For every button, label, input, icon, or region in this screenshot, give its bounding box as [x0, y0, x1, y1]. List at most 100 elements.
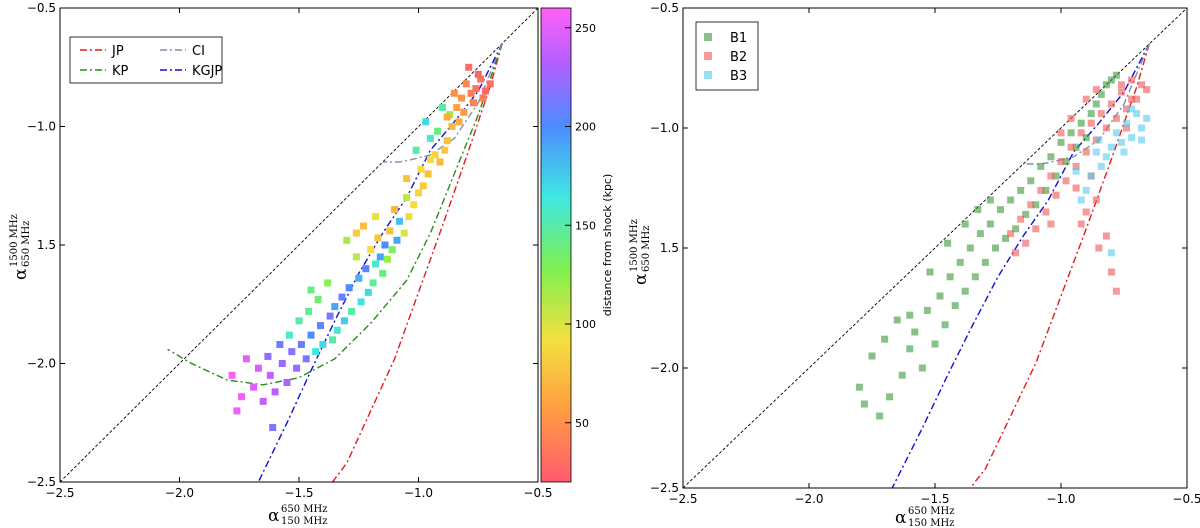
data-point [391, 206, 399, 213]
data-point [283, 379, 291, 386]
point-b1 [1077, 119, 1085, 127]
point-b3 [1077, 196, 1085, 204]
data-point [486, 80, 494, 88]
data-point [271, 388, 279, 396]
left-y-axis-label: α 1500 MHz 650 MHz [9, 214, 32, 280]
point-b1 [868, 352, 876, 360]
x-tick-label: −0.5 [1172, 492, 1200, 506]
data-point [412, 146, 420, 154]
point-b1 [941, 321, 949, 329]
point-b1 [1092, 100, 1100, 108]
right-y-label-base: α [631, 273, 651, 285]
x-tick-label: −2.0 [794, 492, 823, 506]
point-b1 [1027, 177, 1035, 185]
data-point [352, 229, 360, 237]
right-x-axis-label: α 650 MHz 150 MHz [895, 506, 955, 528]
data-point [481, 87, 489, 95]
legend-jp-label: JP [111, 44, 124, 59]
point-b1 [986, 220, 994, 228]
point-b2 [1027, 201, 1035, 209]
point-b1 [881, 335, 889, 343]
point-b1 [860, 400, 868, 408]
y-tick-label: −2.5 [27, 475, 56, 489]
data-point [312, 348, 320, 356]
left-axis-ticks: −2.5 −2.0 −1.5 −1.0 −0.5 −2.5 −2.0 1.5 −1.0 −0.5 [27, 1, 553, 500]
point-b2 [1107, 100, 1115, 108]
point-b3 [1092, 148, 1100, 156]
data-point [307, 331, 315, 339]
data-point [474, 70, 482, 78]
data-point [395, 217, 403, 225]
data-point [438, 104, 446, 111]
x-tick-label: −1.0 [404, 486, 433, 500]
data-point [443, 137, 451, 145]
data-point [426, 134, 434, 142]
left-legend-box [69, 36, 223, 84]
data-point [403, 194, 411, 202]
point-b2 [1082, 208, 1090, 216]
point-b3 [1138, 124, 1146, 132]
data-point [405, 213, 413, 221]
data-point [357, 298, 365, 306]
data-point [340, 317, 348, 325]
point-b3 [1095, 136, 1103, 144]
data-point [431, 151, 439, 159]
data-point [345, 284, 353, 292]
y-tick-label: −1.0 [27, 120, 56, 134]
right-x-label-sub: 150 MHz [908, 518, 955, 528]
point-b2 [1057, 129, 1065, 137]
y-tick-label: −0.5 [650, 1, 679, 15]
point-b2 [1072, 184, 1080, 192]
point-b2 [1037, 186, 1045, 194]
point-b2 [1082, 148, 1090, 156]
data-point [388, 246, 396, 254]
right-y-label-sub: 650 MHz [641, 226, 652, 273]
legend-b1-label: B1 [730, 31, 747, 46]
data-point [458, 94, 465, 102]
point-b1 [1007, 196, 1015, 204]
data-point [333, 326, 341, 334]
x-tick-label: −2.0 [165, 486, 194, 500]
data-point [317, 322, 324, 330]
x-tick-label: −1.5 [920, 492, 949, 506]
data-point [364, 288, 372, 296]
right-y-label-sup: 1500 MHz [629, 219, 640, 272]
point-b1 [1067, 129, 1075, 137]
data-point [276, 341, 284, 348]
point-b2 [1032, 225, 1040, 233]
data-point [343, 236, 351, 244]
colorbar-gradient [540, 7, 572, 483]
data-point [285, 331, 293, 339]
point-b1 [1112, 71, 1120, 79]
data-point [348, 307, 356, 315]
point-b1 [966, 244, 974, 252]
point-b1 [931, 340, 939, 348]
data-point [424, 170, 432, 178]
point-b2 [1138, 81, 1146, 89]
line-kp [167, 43, 503, 386]
data-point [331, 303, 339, 311]
point-b2 [1118, 81, 1125, 89]
data-point [376, 253, 384, 261]
point-b1 [1102, 81, 1110, 89]
point-b3 [1102, 153, 1110, 161]
point-b3 [1107, 249, 1115, 257]
data-point [455, 118, 463, 126]
point-b3 [1082, 186, 1090, 194]
point-b1 [1097, 90, 1105, 98]
point-b1 [1062, 158, 1070, 166]
data-point [329, 336, 336, 344]
data-point [360, 222, 367, 230]
data-point [441, 146, 449, 154]
data-point [319, 341, 327, 348]
point-b2 [1012, 249, 1020, 257]
point-b3 [1087, 172, 1095, 180]
point-b3 [1072, 167, 1080, 175]
y-tick-label: −0.5 [27, 1, 56, 15]
y-tick-label: −2.0 [27, 357, 56, 371]
data-point [297, 341, 305, 348]
point-b1 [886, 393, 894, 401]
data-point [269, 424, 277, 431]
data-point [415, 189, 422, 197]
data-point [460, 108, 468, 116]
